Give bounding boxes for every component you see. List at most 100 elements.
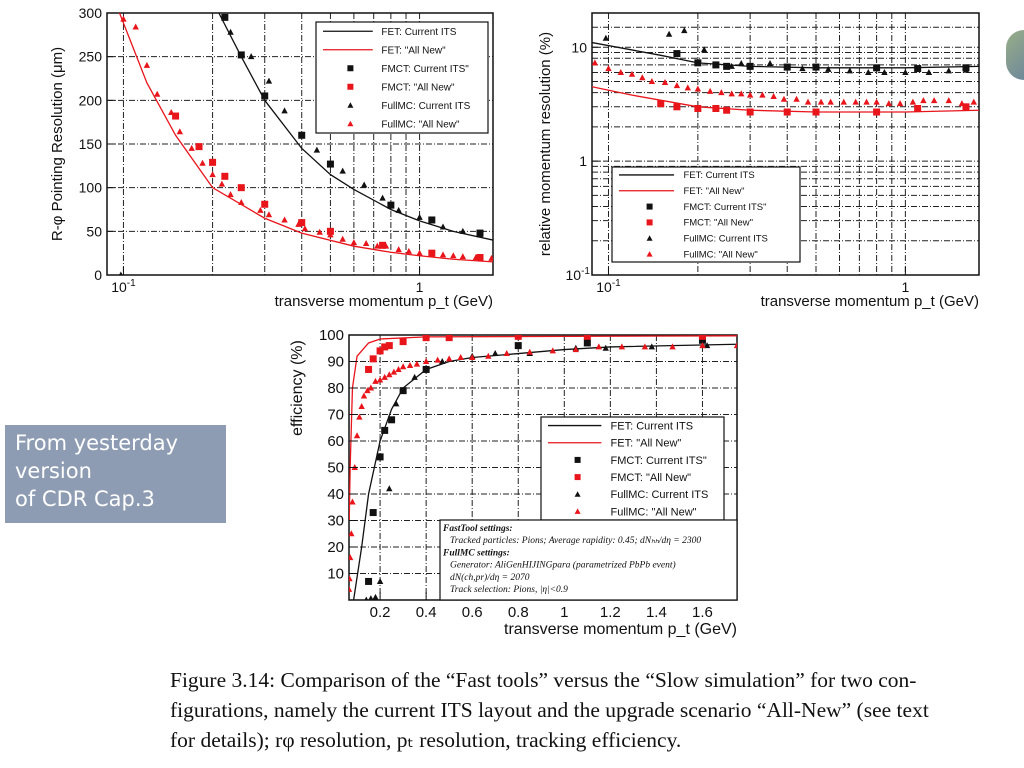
legend-label: FullMC: Current ITS: [381, 101, 470, 112]
data-point-triangle: [840, 98, 847, 105]
settings-line: FastTool settings:: [442, 524, 513, 534]
data-point-triangle: [488, 254, 493, 261]
data-point-triangle: [422, 358, 430, 364]
data-point-square: [422, 335, 430, 342]
data-point-triangle: [694, 85, 702, 92]
data-point-triangle: [379, 194, 386, 201]
data-point-square: [376, 453, 384, 461]
data-point-square: [221, 172, 229, 180]
legend-square-icon: [347, 83, 354, 90]
data-point-triangle: [793, 95, 800, 102]
data-point-square: [583, 335, 591, 340]
data-point-square: [298, 219, 306, 227]
data-point-triangle: [766, 60, 774, 67]
data-point-triangle: [639, 74, 646, 81]
data-point-triangle: [665, 30, 673, 37]
data-point-triangle: [405, 247, 413, 254]
data-point-triangle: [295, 220, 302, 227]
chart-2: 10-1 1 10-1 1 10 transverse momentum p_t (GeV…: [537, 12, 980, 310]
note-line: version: [15, 459, 92, 483]
x-axis-label: transverse momentum p_t (GeV): [761, 293, 979, 310]
y-tick-label: 10-1: [566, 266, 591, 283]
data-point-triangle: [349, 554, 354, 561]
caption-line: for details); rφ resolution, pₜ resoluti…: [170, 728, 682, 752]
legend-square-icon: [574, 474, 581, 481]
annotation-note: From yesterday version of CDR Cap.3: [5, 425, 226, 523]
data-point-triangle: [406, 361, 414, 368]
data-point-square: [369, 355, 377, 363]
y-tick-label: 60: [327, 433, 344, 450]
data-point-triangle: [327, 231, 334, 238]
data-point-square: [298, 131, 306, 139]
data-point-triangle: [265, 77, 273, 84]
data-point-square: [385, 342, 393, 350]
data-point-triangle: [218, 180, 226, 187]
data-point-triangle: [920, 97, 927, 104]
x-tick-label: 1.4: [646, 604, 667, 621]
data-point-triangle: [476, 231, 484, 238]
note-line: From yesterday: [15, 431, 179, 455]
data-point-triangle: [227, 28, 234, 35]
data-point-square: [326, 160, 334, 168]
data-point-triangle: [257, 206, 264, 213]
legend-label: FET: Current ITS: [611, 420, 694, 432]
data-point-square: [673, 103, 681, 111]
y-tick-label: 40: [327, 486, 344, 503]
curve-fet-all-new-: [349, 335, 737, 521]
data-point-square: [873, 64, 881, 72]
legend-box: [315, 21, 489, 134]
x-tick-label: 1.2: [600, 604, 621, 621]
x-tick-label: 1: [560, 604, 568, 621]
data-point-triangle: [799, 65, 806, 72]
x-tick-label: 1: [416, 279, 424, 295]
data-point-triangle: [176, 128, 184, 135]
plot-frame: [591, 12, 980, 276]
data-point-square: [712, 104, 720, 112]
data-point-triangle: [746, 91, 754, 98]
data-point-triangle: [738, 90, 745, 97]
data-point-square: [746, 62, 754, 70]
data-point-square: [514, 342, 522, 350]
data-point-square: [783, 108, 791, 116]
data-point-triangle: [780, 95, 788, 102]
data-point-triangle: [395, 365, 402, 372]
legend-label: FET: Current ITS: [381, 27, 456, 38]
note-line: of CDR Cap.3: [15, 487, 155, 511]
data-point-triangle: [395, 206, 402, 213]
data-point-triangle: [592, 59, 599, 66]
data-point-square: [698, 336, 706, 344]
legend-label: FMCT: "All New": [381, 82, 455, 93]
settings-line: FullMC settings:: [442, 548, 510, 558]
legend-label: FullMC: "All New": [381, 119, 460, 130]
legend-square-icon: [347, 65, 354, 72]
legend-label: FET: Current ITS: [683, 170, 754, 181]
plot-area: [349, 335, 737, 600]
data-point-triangle: [700, 46, 708, 53]
data-point-triangle: [896, 100, 904, 107]
x-axis-label: transverse momentum p_t (GeV): [504, 621, 737, 638]
data-point-triangle: [316, 228, 323, 235]
data-point-triangle: [382, 242, 390, 249]
data-point-square: [379, 241, 387, 249]
data-point-triangle: [703, 342, 711, 349]
data-point-triangle: [738, 60, 745, 67]
data-point-triangle: [413, 360, 421, 367]
data-point-triangle: [648, 343, 656, 350]
data-point-square: [657, 100, 665, 108]
data-point-triangle: [945, 67, 952, 74]
data-point-triangle: [602, 344, 609, 351]
data-point-triangle: [718, 89, 725, 96]
data-point-triangle: [349, 575, 353, 582]
data-point-triangle: [648, 78, 656, 85]
data-point-triangle: [360, 392, 368, 399]
legend-label: FET: "All New": [381, 45, 446, 56]
legend-label: FMCT: "All New": [611, 472, 692, 484]
y-tick-label: 50: [86, 223, 102, 239]
data-point-triangle: [770, 92, 777, 99]
data-point-triangle: [247, 53, 255, 60]
data-point-triangle: [143, 61, 151, 68]
y-tick-label: 300: [79, 5, 103, 21]
data-point-square: [445, 335, 453, 342]
data-point-triangle: [706, 87, 714, 94]
legend-square-icon: [574, 456, 581, 463]
